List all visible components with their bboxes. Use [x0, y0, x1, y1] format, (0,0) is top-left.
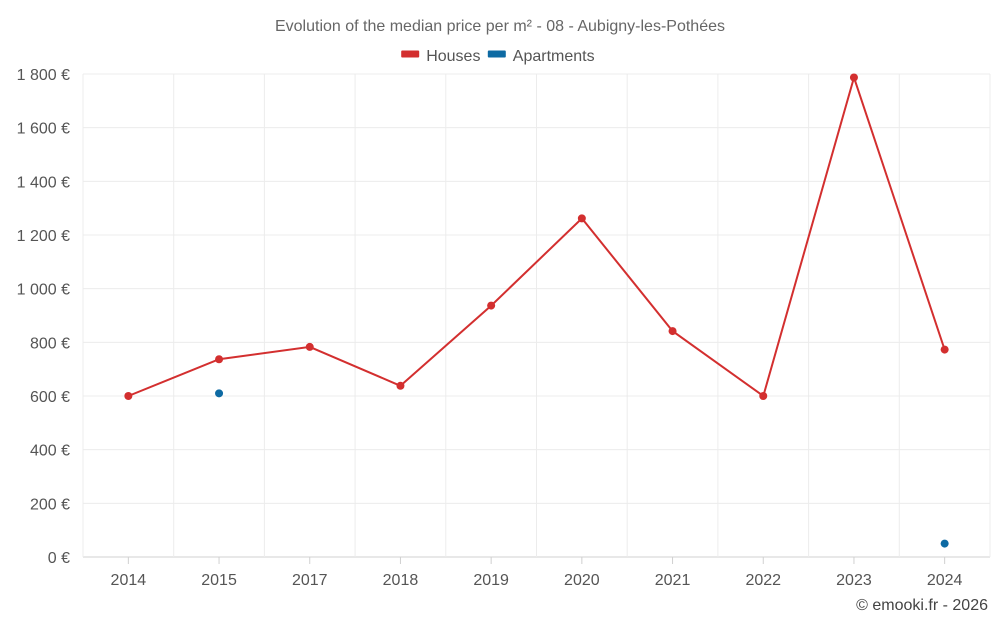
grid — [82, 73, 991, 558]
houses-point[interactable] — [396, 381, 405, 390]
x-tick-label: 2014 — [111, 572, 147, 589]
legend: Houses Apartments — [401, 48, 595, 65]
legend-swatch-apartments[interactable] — [487, 50, 506, 58]
legend-label-apartments[interactable]: Apartments — [513, 48, 595, 65]
y-tick-label: 1 600 € — [17, 121, 70, 138]
y-tick-label: 600 € — [30, 389, 70, 406]
houses-point[interactable] — [487, 301, 496, 310]
y-tick-label: 1 200 € — [17, 228, 70, 245]
y-axis: 0 € 200 € 400 € 600 € 800 € 1 000 € 1 200 € 1 4… — [17, 67, 70, 567]
houses-point[interactable] — [215, 355, 224, 364]
x-axis: 2014 2015 2017 2018 2019 2020 2021 2022 2023 2024 — [111, 557, 963, 589]
x-tick-label: 2020 — [564, 572, 600, 589]
y-tick-label: 400 € — [30, 443, 70, 460]
houses-series-line — [127, 74, 946, 398]
y-tick-label: 1 000 € — [17, 282, 70, 299]
houses-point[interactable] — [668, 327, 677, 336]
x-tick-label: 2024 — [927, 572, 963, 589]
legend-label-houses[interactable]: Houses — [426, 48, 480, 65]
x-tick-label: 2017 — [292, 572, 328, 589]
x-tick-label: 2018 — [383, 572, 419, 589]
x-tick-label: 2015 — [201, 572, 237, 589]
apartments-point[interactable] — [215, 389, 224, 398]
x-tick-label: 2022 — [745, 572, 781, 589]
houses-point[interactable] — [759, 392, 768, 400]
houses-point[interactable] — [577, 214, 586, 223]
houses-point[interactable] — [849, 73, 858, 82]
chart-title: Evolution of the median price per m² - 0… — [275, 18, 725, 35]
legend-swatch-houses[interactable] — [401, 50, 420, 58]
credit-text: © emooki.fr - 2026 — [856, 597, 988, 614]
x-tick-label: 2019 — [473, 572, 509, 589]
y-tick-label: 200 € — [30, 496, 70, 513]
y-tick-label: 0 € — [48, 550, 70, 567]
apartments-point[interactable] — [940, 539, 949, 548]
y-tick-label: 800 € — [30, 335, 70, 352]
houses-point[interactable] — [124, 392, 133, 400]
houses-point[interactable] — [305, 342, 314, 351]
y-tick-label: 1 800 € — [17, 67, 70, 84]
y-tick-label: 1 400 € — [17, 174, 70, 191]
series-layer — [124, 73, 949, 548]
houses-point[interactable] — [940, 345, 949, 354]
x-tick-label: 2023 — [836, 572, 872, 589]
x-tick-label: 2021 — [655, 572, 691, 589]
